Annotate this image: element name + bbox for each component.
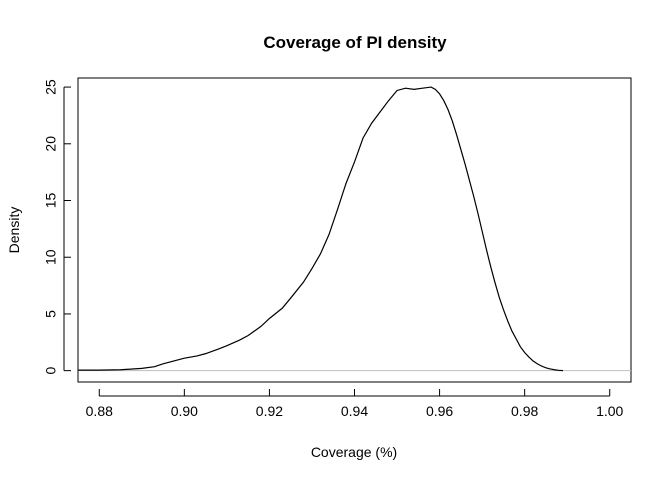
y-tick-label: 20 bbox=[43, 136, 59, 152]
chart-title: Coverage of PI density bbox=[263, 33, 447, 52]
x-tick-label: 0.94 bbox=[341, 403, 368, 419]
density-curve bbox=[78, 86, 563, 372]
x-tick-label: 0.92 bbox=[256, 403, 283, 419]
y-axis: 0 5 10 15 20 25 bbox=[43, 79, 71, 375]
x-tick-label: 0.90 bbox=[171, 403, 198, 419]
y-tick-label: 25 bbox=[43, 79, 59, 95]
x-axis: 0.88 0.90 0.92 0.94 0.96 0.98 1.00 bbox=[86, 389, 624, 419]
y-tick-label: 0 bbox=[43, 367, 59, 375]
plot-area-frame bbox=[77, 77, 632, 383]
x-tick-label: 0.98 bbox=[511, 403, 538, 419]
y-tick-label: 10 bbox=[43, 249, 59, 265]
x-tick-label: 1.00 bbox=[596, 403, 623, 419]
x-tick-label: 0.88 bbox=[86, 403, 113, 419]
y-tick-label: 15 bbox=[43, 193, 59, 209]
x-axis-label: Coverage (%) bbox=[311, 444, 397, 460]
y-tick-label: 5 bbox=[43, 310, 59, 318]
x-tick-label: 0.96 bbox=[426, 403, 453, 419]
y-axis-label: Density bbox=[6, 207, 22, 254]
